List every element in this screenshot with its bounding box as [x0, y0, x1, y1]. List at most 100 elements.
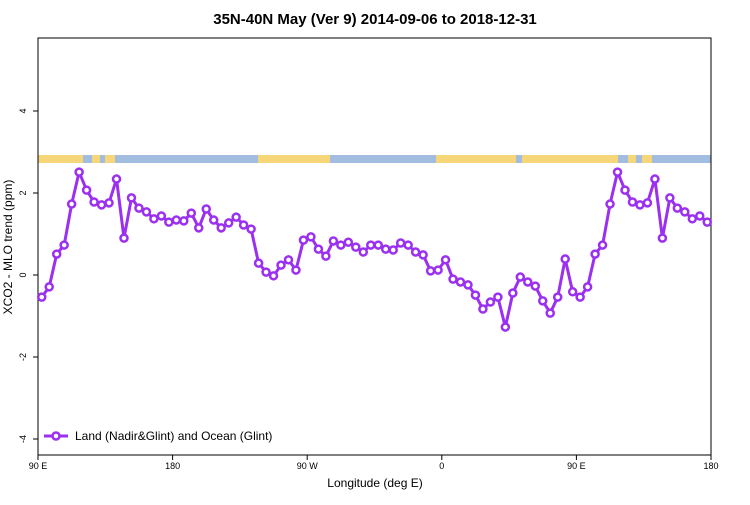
data-point: [238, 220, 249, 230]
data-point: [538, 296, 548, 306]
chart-title: 35N-40N May (Ver 9) 2014-09-06 to 2018-1…: [213, 11, 537, 28]
data-point: [560, 254, 570, 264]
data-point: [358, 247, 369, 257]
data-point: [620, 185, 630, 195]
data-point: [104, 198, 114, 208]
data-point: [478, 304, 488, 314]
data-point: [321, 251, 331, 261]
data-point: [470, 290, 481, 300]
data-point: [455, 277, 466, 287]
data-point: [380, 244, 391, 254]
data-point: [111, 174, 122, 184]
series-line: [40, 167, 709, 328]
data-point: [657, 233, 668, 243]
data-point: [410, 247, 421, 257]
x-tick-label: 180: [165, 461, 180, 471]
data-point: [328, 236, 339, 246]
x-axis-label: Longitude (deg E): [327, 476, 422, 490]
legend-label: Land (Nadir&Glint) and Ocean (Glint): [75, 429, 272, 443]
data-point: [126, 193, 137, 203]
data-point: [351, 242, 361, 252]
data-point: [74, 167, 84, 177]
data-point: [134, 203, 144, 213]
data-point: [149, 214, 159, 224]
data-point: [66, 199, 77, 209]
data-point: [306, 232, 316, 242]
data-point: [231, 212, 241, 222]
y-tick-label: 4: [18, 108, 28, 113]
data-point: [343, 237, 354, 247]
data-point: [298, 235, 309, 245]
data-point: [403, 240, 413, 250]
data-point: [702, 217, 713, 227]
data-point: [276, 260, 286, 270]
data-point: [493, 292, 503, 302]
data-point: [186, 208, 197, 218]
x-tick-label: 0: [439, 461, 444, 471]
data-point: [283, 255, 294, 265]
data-point: [96, 200, 107, 210]
x-tick-label: 90 W: [297, 461, 319, 471]
data-point: [246, 224, 256, 234]
data-point: [223, 218, 234, 228]
data-point: [216, 223, 226, 233]
data-point: [665, 193, 675, 203]
data-point: [51, 249, 62, 259]
legend-marker: [51, 431, 61, 441]
y-tick-label: -2: [18, 353, 28, 361]
data-point: [418, 250, 428, 260]
data-point: [395, 238, 406, 248]
x-tick-label: 180: [703, 461, 718, 471]
data-point: [373, 240, 383, 250]
data-point: [500, 322, 511, 332]
data-point: [336, 240, 346, 250]
data-point: [523, 277, 533, 287]
y-axis-label: XCO2 - MLO trend (ppm): [1, 180, 15, 315]
data-point: [194, 223, 204, 233]
data-point: [81, 185, 92, 195]
data-point: [171, 215, 182, 225]
data-point: [567, 287, 578, 297]
y-tick-label: 0: [18, 272, 28, 277]
data-point: [545, 308, 555, 318]
y-tick-label: -4: [18, 435, 28, 443]
data-point: [597, 240, 608, 250]
data-point: [575, 292, 585, 302]
land-ocean-strip: [38, 155, 711, 163]
data-point: [695, 211, 705, 221]
data-point: [582, 282, 593, 292]
data-point: [164, 217, 174, 227]
data-point: [313, 244, 324, 254]
data-point: [508, 288, 518, 298]
data-point: [485, 297, 496, 307]
data-point: [433, 265, 443, 275]
data-point: [650, 174, 660, 184]
x-tick-label: 90 E: [29, 461, 48, 471]
data-point: [388, 245, 398, 255]
data-point: [89, 197, 99, 207]
data-point: [261, 267, 271, 277]
data-point: [59, 240, 69, 250]
data-point: [530, 281, 541, 291]
data-point: [680, 207, 690, 217]
data-point: [44, 282, 54, 292]
x-tick-label: 90 E: [567, 461, 586, 471]
data-point: [141, 207, 152, 217]
y-tick-label: 2: [18, 190, 28, 195]
data-point: [612, 167, 623, 177]
data-point: [605, 199, 615, 209]
data-point: [515, 272, 526, 282]
data-point: [448, 274, 458, 284]
data-point: [253, 258, 264, 268]
data-point: [672, 203, 683, 213]
data-point: [642, 198, 653, 208]
data-point: [425, 266, 436, 276]
data-point: [179, 216, 189, 226]
data-point: [208, 215, 219, 225]
data-point: [156, 211, 167, 221]
data-point: [552, 292, 563, 302]
data-point: [590, 249, 600, 259]
data-point: [291, 265, 301, 275]
data-point: [119, 233, 129, 243]
